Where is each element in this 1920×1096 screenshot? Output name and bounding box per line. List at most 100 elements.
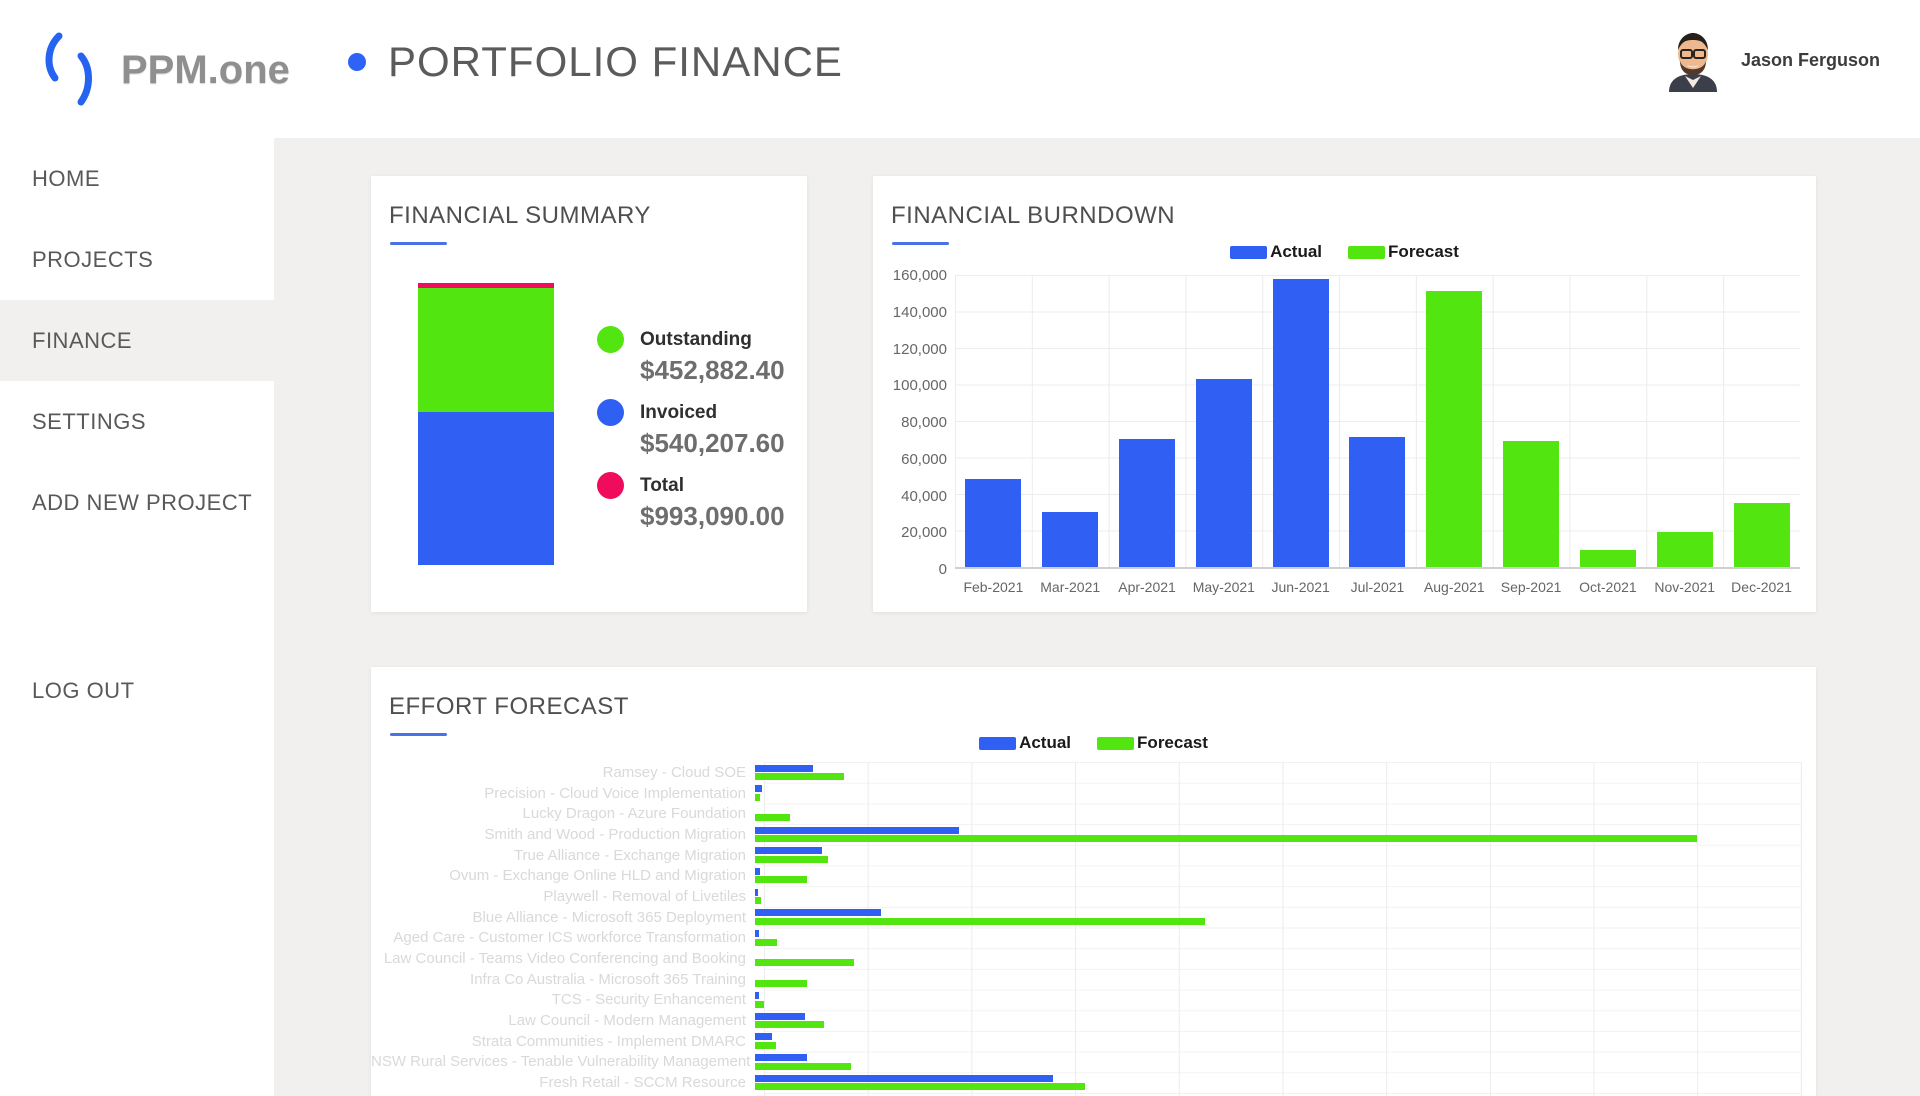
sidebar-item-projects[interactable]: PROJECTS <box>32 246 154 272</box>
effort-bar-forecast[interactable] <box>755 917 1206 925</box>
effort-bar-forecast[interactable] <box>755 1000 765 1008</box>
effort-row: Strata Communities - Implement DMARC <box>371 1031 1816 1052</box>
financial-summary-title: FINANCIAL SUMMARY <box>389 202 651 229</box>
effort-row-label: Law Council - Modern Management <box>508 1012 746 1030</box>
effort-bar-actual[interactable] <box>755 1033 772 1041</box>
total-dot-icon <box>597 472 624 499</box>
effort-row: Aged Care - Customer ICS workforce Trans… <box>371 928 1816 949</box>
title-underline <box>892 242 949 245</box>
effort-bar-actual[interactable] <box>755 1054 808 1062</box>
effort-bar-actual[interactable] <box>755 930 760 937</box>
burndown-bar-forecast-oct-2021[interactable] <box>1579 549 1636 567</box>
effort-bar-actual[interactable] <box>755 847 822 855</box>
burndown-y-tick: 40,000 <box>901 487 947 505</box>
effort-bar-actual[interactable] <box>755 867 761 875</box>
effort-bar-forecast[interactable] <box>755 814 790 822</box>
effort-bar-forecast[interactable] <box>755 1062 852 1070</box>
burndown-bar-forecast-aug-2021[interactable] <box>1426 291 1483 567</box>
summary-legend: Outstanding $452,882.40 Invoiced $540,207.6… <box>597 326 785 545</box>
actual-swatch-icon <box>1230 245 1268 259</box>
title-underline <box>390 242 447 245</box>
effort-bar-forecast[interactable] <box>755 876 808 884</box>
effort-row-label: Ovum - Exchange Online HLD and Migration <box>449 867 746 885</box>
burndown-bar-actual-mar-2021[interactable] <box>1042 512 1099 567</box>
effort-row: True Alliance - Exchange Migration <box>371 845 1816 866</box>
effort-bar-forecast[interactable] <box>755 897 762 905</box>
effort-bar-actual[interactable] <box>755 826 960 834</box>
burndown-slot-jun-2021 <box>1262 275 1339 567</box>
burndown-x-tick: Jun-2021 <box>1271 579 1330 595</box>
burndown-bar-actual-may-2021[interactable] <box>1195 379 1252 567</box>
summary-legend-item-outstanding: Outstanding $452,882.40 <box>597 326 785 386</box>
sidebar-item-settings[interactable]: SETTINGS <box>32 408 147 434</box>
legend-item-forecast[interactable]: Forecast <box>1097 733 1208 753</box>
sidebar-item-finance[interactable]: FINANCE <box>0 300 274 381</box>
stacked-segment-invoiced[interactable] <box>418 411 554 565</box>
burndown-y-tick: 140,000 <box>892 303 947 321</box>
effort-bar-forecast[interactable] <box>755 938 777 946</box>
effort-bar-actual[interactable] <box>755 785 763 793</box>
effort-row-label: Aged Care - Customer ICS workforce Trans… <box>393 929 746 947</box>
effort-row-track <box>755 1010 1802 1031</box>
burndown-y-tick: 160,000 <box>892 267 947 284</box>
burndown-x-tick: Nov-2021 <box>1654 579 1716 595</box>
effort-row-label: True Alliance - Exchange Migration <box>513 846 746 864</box>
effort-row-track <box>755 1072 1802 1093</box>
effort-bar-forecast[interactable] <box>755 1021 825 1029</box>
effort-row-label: Strata Communities - Implement DMARC <box>471 1032 746 1050</box>
burndown-bar-actual-jul-2021[interactable] <box>1349 437 1406 567</box>
effort-chart[interactable]: Ramsey - Cloud SOE Precision - Cloud Voic… <box>371 762 1816 1096</box>
effort-bar-forecast[interactable] <box>755 855 829 863</box>
legend-item-actual[interactable]: Actual <box>1230 242 1322 262</box>
effort-bar-actual[interactable] <box>755 1074 1054 1082</box>
effort-rows: Ramsey - Cloud SOE Precision - Cloud Voic… <box>371 762 1816 1093</box>
burndown-y-tick: 0 <box>938 561 947 578</box>
effort-bar-actual[interactable] <box>755 888 759 896</box>
effort-bar-forecast[interactable] <box>755 835 1698 843</box>
burndown-bar-forecast-nov-2021[interactable] <box>1656 532 1713 567</box>
effort-bar-forecast[interactable] <box>755 1083 1085 1091</box>
app-header: PPM.one PORTFOLIO FINANCE Jason Ferguson <box>0 0 1920 138</box>
burndown-bar-actual-feb-2021[interactable] <box>965 479 1022 567</box>
effort-bar-forecast[interactable] <box>755 979 808 987</box>
effort-forecast-title: EFFORT FORECAST <box>389 693 629 720</box>
legend-label: Actual <box>1270 242 1323 261</box>
sidebar-item-home[interactable]: HOME <box>32 165 100 191</box>
burndown-bar-actual-apr-2021[interactable] <box>1119 439 1176 567</box>
content-area: FINANCIAL SUMMARY Outstanding $452,882.40… <box>274 138 1920 1096</box>
summary-legend-item-total: Total $993,090.00 <box>597 472 785 532</box>
legend-item-actual[interactable]: Actual <box>979 733 1071 753</box>
burndown-bar-forecast-sep-2021[interactable] <box>1503 441 1560 567</box>
effort-row-label: Ramsey - Cloud SOE <box>602 763 746 781</box>
stacked-segment-outstanding[interactable] <box>418 288 554 412</box>
financial-burndown-title: FINANCIAL BURNDOWN <box>891 202 1176 229</box>
effort-bar-forecast[interactable] <box>755 1041 776 1049</box>
burndown-slot-apr-2021 <box>1109 275 1186 567</box>
invoiced-dot-icon <box>597 399 624 426</box>
effort-row-track <box>755 948 1802 969</box>
avatar[interactable] <box>1661 28 1725 92</box>
sidebar-item-log-out[interactable]: LOG OUT <box>32 677 135 703</box>
stacked-segment-total[interactable] <box>418 283 554 288</box>
effort-bar-forecast[interactable] <box>755 773 844 780</box>
burndown-bar-actual-jun-2021[interactable] <box>1272 278 1329 567</box>
effort-row: Playwell - Removal of Livetiles <box>371 886 1816 907</box>
effort-bar-actual[interactable] <box>755 1012 806 1020</box>
effort-bar-actual[interactable] <box>755 909 881 917</box>
effort-row-label: Smith and Wood - Production Migration <box>484 825 746 843</box>
sidebar-item-add-new-project[interactable]: ADD NEW PROJECT <box>32 489 253 515</box>
forecast-swatch-icon <box>1348 245 1386 259</box>
burndown-plot[interactable] <box>955 275 1800 569</box>
app-logo[interactable]: PPM.one <box>37 28 290 112</box>
sidebar: HOME PROJECTS FINANCE SETTINGS ADD NEW PROJE… <box>0 138 274 1096</box>
burndown-bar-forecast-dec-2021[interactable] <box>1733 503 1790 567</box>
burndown-slot-may-2021 <box>1185 275 1262 567</box>
effort-bar-forecast[interactable] <box>755 959 855 967</box>
summary-stacked-bar[interactable] <box>418 283 554 565</box>
effort-bar-forecast[interactable] <box>755 793 761 801</box>
legend-item-forecast[interactable]: Forecast <box>1348 242 1459 262</box>
effort-row: Fresh Retail - SCCM Resource <box>371 1072 1816 1093</box>
effort-bar-actual[interactable] <box>755 764 813 772</box>
effort-row-track <box>755 824 1802 845</box>
effort-bar-actual[interactable] <box>755 992 760 1000</box>
